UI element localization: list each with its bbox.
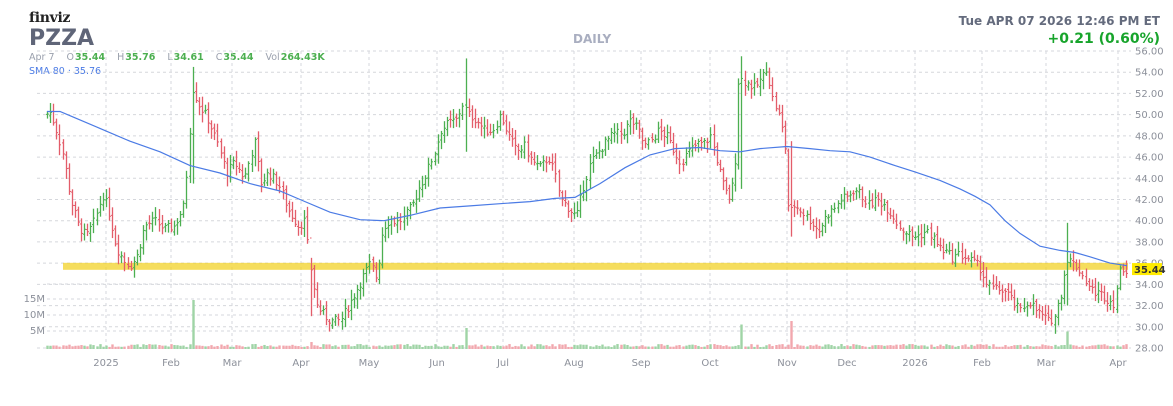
svg-text:54.00: 54.00 bbox=[1135, 68, 1164, 79]
svg-text:28.00: 28.00 bbox=[1135, 344, 1164, 355]
svg-text:Aug: Aug bbox=[564, 358, 584, 369]
volume-bars bbox=[46, 300, 1128, 349]
open-value: 35.44 bbox=[75, 52, 106, 63]
svg-text:Dec: Dec bbox=[837, 358, 856, 369]
svg-text:30.00: 30.00 bbox=[1135, 322, 1164, 333]
svg-text:5M: 5M bbox=[30, 326, 45, 337]
svg-text:50.00: 50.00 bbox=[1135, 110, 1164, 121]
svg-text:40.00: 40.00 bbox=[1135, 216, 1164, 227]
close-value: 35.44 bbox=[223, 52, 254, 63]
svg-text:2025: 2025 bbox=[93, 358, 118, 369]
ohlc-legend: Apr 7 O35.44 H35.76 L34.61 C35.44 Vol264… bbox=[29, 52, 334, 63]
low-label: L bbox=[167, 52, 173, 63]
svg-text:42.00: 42.00 bbox=[1135, 195, 1164, 206]
svg-text:Mar: Mar bbox=[1037, 358, 1057, 369]
svg-text:Apr: Apr bbox=[1109, 358, 1127, 369]
svg-text:32.00: 32.00 bbox=[1135, 301, 1164, 312]
svg-text:Sep: Sep bbox=[632, 358, 651, 369]
svg-text:Feb: Feb bbox=[973, 358, 991, 369]
volume-value: 264.43K bbox=[280, 52, 325, 63]
high-value: 35.76 bbox=[125, 52, 156, 63]
support-band bbox=[63, 262, 1128, 270]
svg-text:May: May bbox=[359, 358, 380, 369]
svg-text:Oct: Oct bbox=[701, 358, 718, 369]
svg-text:Jul: Jul bbox=[496, 358, 509, 369]
svg-text:44.00: 44.00 bbox=[1135, 174, 1164, 185]
sma-legend: SMA 80 · 35.76 bbox=[29, 66, 102, 77]
volume-label: Vol bbox=[265, 52, 280, 63]
svg-text:48.00: 48.00 bbox=[1135, 131, 1164, 142]
svg-text:Jun: Jun bbox=[428, 358, 445, 369]
ohlc-bars bbox=[46, 56, 1128, 334]
svg-text:46.00: 46.00 bbox=[1135, 153, 1164, 164]
finviz-logo[interactable]: finviz bbox=[29, 10, 71, 26]
ohlc-date: Apr 7 bbox=[29, 52, 55, 63]
svg-text:Apr: Apr bbox=[292, 358, 310, 369]
svg-text:52.00: 52.00 bbox=[1135, 89, 1164, 100]
datetime-label: Tue APR 07 2026 12:46 PM ET bbox=[958, 14, 1160, 28]
svg-text:35.44: 35.44 bbox=[1134, 265, 1166, 276]
open-label: O bbox=[66, 52, 75, 63]
svg-text:38.00: 38.00 bbox=[1135, 237, 1164, 248]
sma-line bbox=[47, 110, 1128, 267]
svg-text:34.00: 34.00 bbox=[1135, 280, 1164, 291]
close-label: C bbox=[215, 52, 223, 63]
svg-text:15M: 15M bbox=[24, 294, 45, 305]
last-price-marker: 35.44 bbox=[1132, 263, 1166, 276]
date-axis: 2025 Feb Mar Apr May Jun Jul Aug Sep Oct Nov Dec 202… bbox=[93, 358, 1127, 369]
svg-text:10M: 10M bbox=[24, 310, 45, 321]
low-value: 34.61 bbox=[173, 52, 204, 63]
svg-text:2026: 2026 bbox=[902, 358, 927, 369]
chart-grid bbox=[37, 50, 1131, 350]
svg-text:Mar: Mar bbox=[223, 358, 243, 369]
price-change: +0.21 (0.60%) bbox=[1047, 31, 1160, 47]
high-label: H bbox=[117, 52, 125, 63]
svg-text:56.00: 56.00 bbox=[1135, 47, 1164, 58]
svg-text:Feb: Feb bbox=[162, 358, 180, 369]
price-axis: 56.00 54.00 52.00 50.00 48.00 46.00 44.00 42.00… bbox=[1135, 47, 1164, 355]
ticker-symbol: PZZA bbox=[29, 26, 95, 51]
volume-axis: 15M 10M 5M bbox=[24, 294, 45, 337]
timeframe-label: DAILY bbox=[573, 32, 612, 46]
svg-text:Nov: Nov bbox=[777, 358, 797, 369]
